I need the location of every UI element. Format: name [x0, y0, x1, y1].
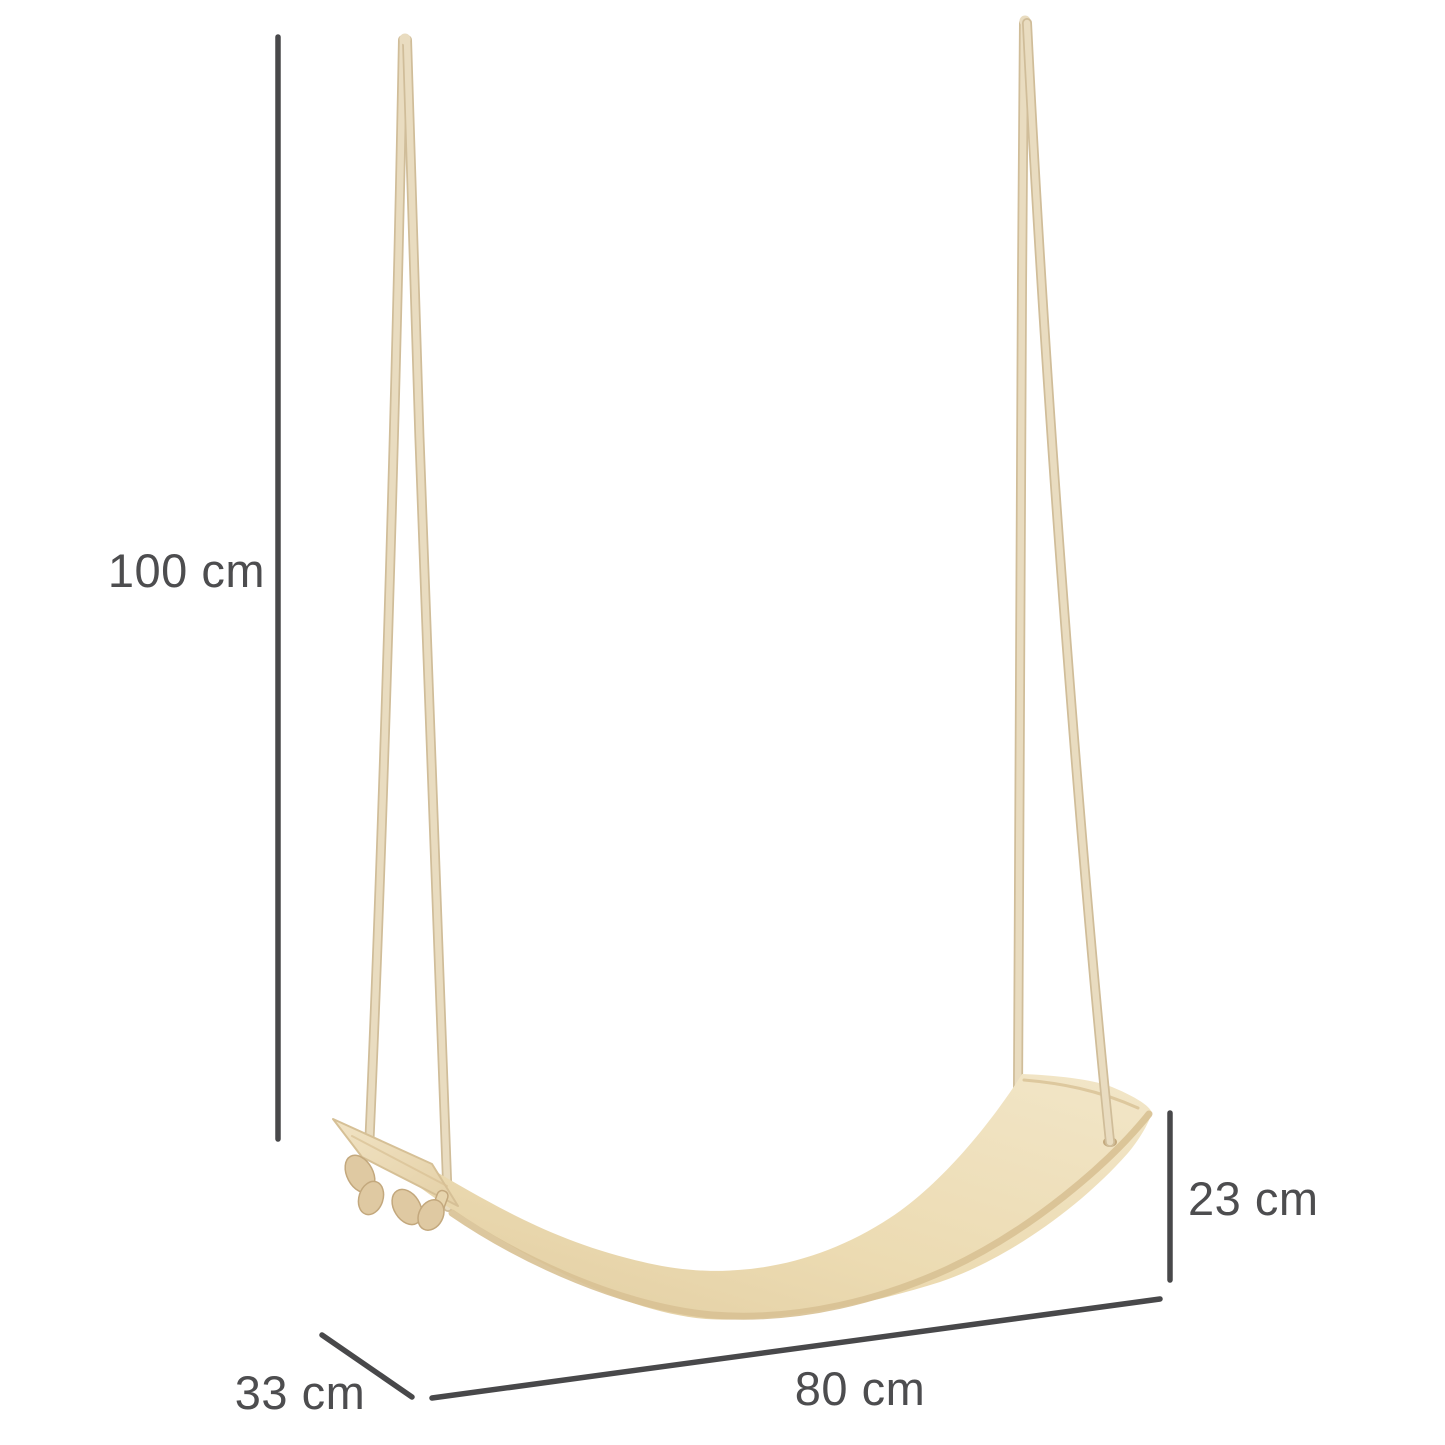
dimension-label-board-depth: 33 cm [234, 1366, 366, 1419]
board-left-end-paddle [332, 1118, 459, 1207]
dimension-label-board-rise: 23 cm [1188, 1172, 1319, 1225]
board-bottom-edge-shading [448, 1110, 1153, 1320]
rope-knot [391, 1188, 423, 1226]
rope-left [364, 33, 453, 1212]
dimension-label-rope-height: 100 cm [107, 544, 265, 597]
rope-right-front [1022, 18, 1117, 1147]
board-left-end-crease [351, 1135, 448, 1187]
rope-left-front-strand-highlight [403, 36, 452, 1211]
board-right-end-edge [1022, 1078, 1140, 1110]
rope-right-front-strand-highlight [1023, 19, 1114, 1146]
balance-board [334, 1074, 1152, 1320]
dimension-label-board-length: 80 cm [794, 1362, 926, 1415]
rope-left-apex [399, 33, 411, 45]
dimension-line-board-length [429, 1296, 1163, 1401]
rope-knots [344, 1154, 449, 1231]
rope-right [1013, 15, 1031, 1099]
rope-right-back-strand-highlight [1014, 19, 1028, 1098]
dimension-line-board-depth [319, 1332, 415, 1400]
rope-knot [417, 1199, 445, 1231]
rope-right-front-strand [1022, 18, 1115, 1147]
rope-left-back-strand-highlight [365, 36, 407, 1154]
rope-knot [357, 1180, 385, 1216]
